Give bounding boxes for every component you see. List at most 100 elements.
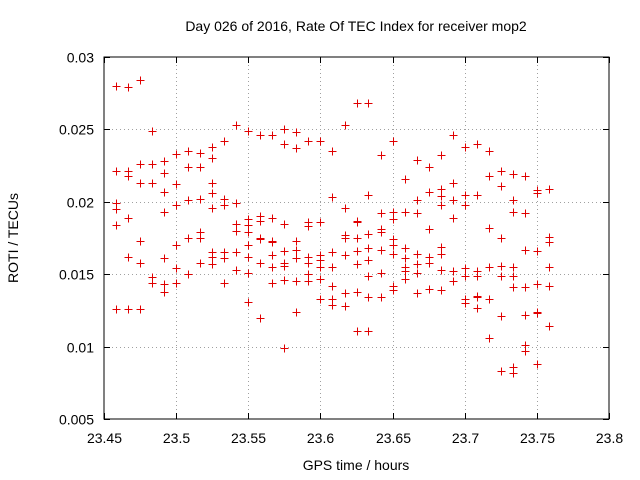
- data-point: [328, 193, 337, 202]
- data-point: [497, 182, 506, 191]
- data-point: [136, 259, 145, 268]
- data-point: [545, 238, 554, 247]
- data-point: [449, 214, 458, 223]
- data-point: [461, 264, 470, 273]
- data-point: [280, 247, 289, 256]
- data-point: [172, 279, 181, 288]
- data-point: [256, 217, 265, 226]
- data-point: [401, 208, 410, 217]
- data-point: [244, 221, 253, 230]
- data-point: [497, 167, 506, 176]
- x-tick-label: 23.8: [596, 430, 623, 446]
- data-point: [485, 224, 494, 233]
- data-point: [377, 293, 386, 302]
- data-point: [413, 209, 422, 218]
- data-point: [172, 241, 181, 250]
- data-point: [124, 253, 133, 262]
- data-point: [545, 282, 554, 291]
- data-point: [413, 269, 422, 278]
- data-point: [353, 327, 362, 336]
- data-point: [521, 347, 530, 356]
- data-point: [268, 263, 277, 272]
- data-point: [461, 143, 470, 152]
- data-point: [377, 246, 386, 255]
- y-tick-label: 0.015: [59, 267, 94, 283]
- data-point: [473, 304, 482, 313]
- data-point: [160, 280, 169, 289]
- y-tick-label: 0.005: [59, 412, 94, 428]
- data-point: [328, 263, 337, 272]
- data-point: [509, 208, 518, 217]
- data-point: [425, 285, 434, 294]
- data-point: [473, 293, 482, 302]
- data-point: [364, 244, 373, 253]
- data-point: [425, 188, 434, 197]
- data-point: [449, 277, 458, 286]
- data-point: [509, 283, 518, 292]
- data-point: [136, 160, 145, 169]
- data-point: [389, 215, 398, 224]
- data-point: [389, 137, 398, 146]
- data-point: [485, 295, 494, 304]
- data-point: [208, 143, 217, 152]
- data-point: [328, 248, 337, 257]
- data-point: [268, 279, 277, 288]
- data-point: [389, 208, 398, 217]
- data-point: [353, 234, 362, 243]
- data-point: [304, 259, 313, 268]
- data-point: [244, 298, 253, 307]
- data-point: [280, 220, 289, 229]
- data-point: [196, 163, 205, 172]
- data-point: [196, 195, 205, 204]
- data-point: [413, 289, 422, 298]
- data-point: [196, 149, 205, 158]
- data-point: [473, 140, 482, 149]
- data-point: [545, 185, 554, 194]
- data-point: [461, 201, 470, 210]
- data-point: [136, 179, 145, 188]
- data-point: [208, 260, 217, 269]
- data-point: [437, 201, 446, 210]
- data-point: [509, 272, 518, 281]
- data-point: [353, 218, 362, 227]
- data-point: [220, 137, 229, 146]
- data-point: [292, 144, 301, 153]
- data-point: [521, 311, 530, 320]
- data-point: [316, 137, 325, 146]
- data-point: [377, 228, 386, 237]
- data-point: [377, 209, 386, 218]
- data-point: [280, 125, 289, 134]
- data-point: [172, 264, 181, 273]
- data-point: [449, 131, 458, 140]
- data-point: [497, 262, 506, 271]
- data-point: [425, 163, 434, 172]
- data-point: [425, 225, 434, 234]
- data-point: [328, 147, 337, 156]
- data-point: [364, 327, 373, 336]
- data-point: [112, 82, 121, 91]
- data-point: [461, 299, 470, 308]
- data-point: [256, 314, 265, 323]
- data-point: [316, 218, 325, 227]
- data-point: [533, 247, 542, 256]
- data-point: [533, 280, 542, 289]
- data-point: [389, 241, 398, 250]
- data-point: [401, 175, 410, 184]
- data-point: [437, 192, 446, 201]
- data-point: [196, 234, 205, 243]
- data-point: [413, 196, 422, 205]
- data-point: [389, 250, 398, 259]
- data-point: [136, 237, 145, 246]
- data-point: [244, 253, 253, 262]
- data-point: [353, 247, 362, 256]
- y-tick-label: 0.01: [67, 340, 94, 356]
- data-point: [148, 279, 157, 288]
- data-point: [220, 279, 229, 288]
- data-point: [328, 282, 337, 291]
- data-point: [124, 172, 133, 181]
- data-point: [160, 288, 169, 297]
- data-point: [401, 254, 410, 263]
- data-point: [413, 260, 422, 269]
- data-point: [208, 253, 217, 262]
